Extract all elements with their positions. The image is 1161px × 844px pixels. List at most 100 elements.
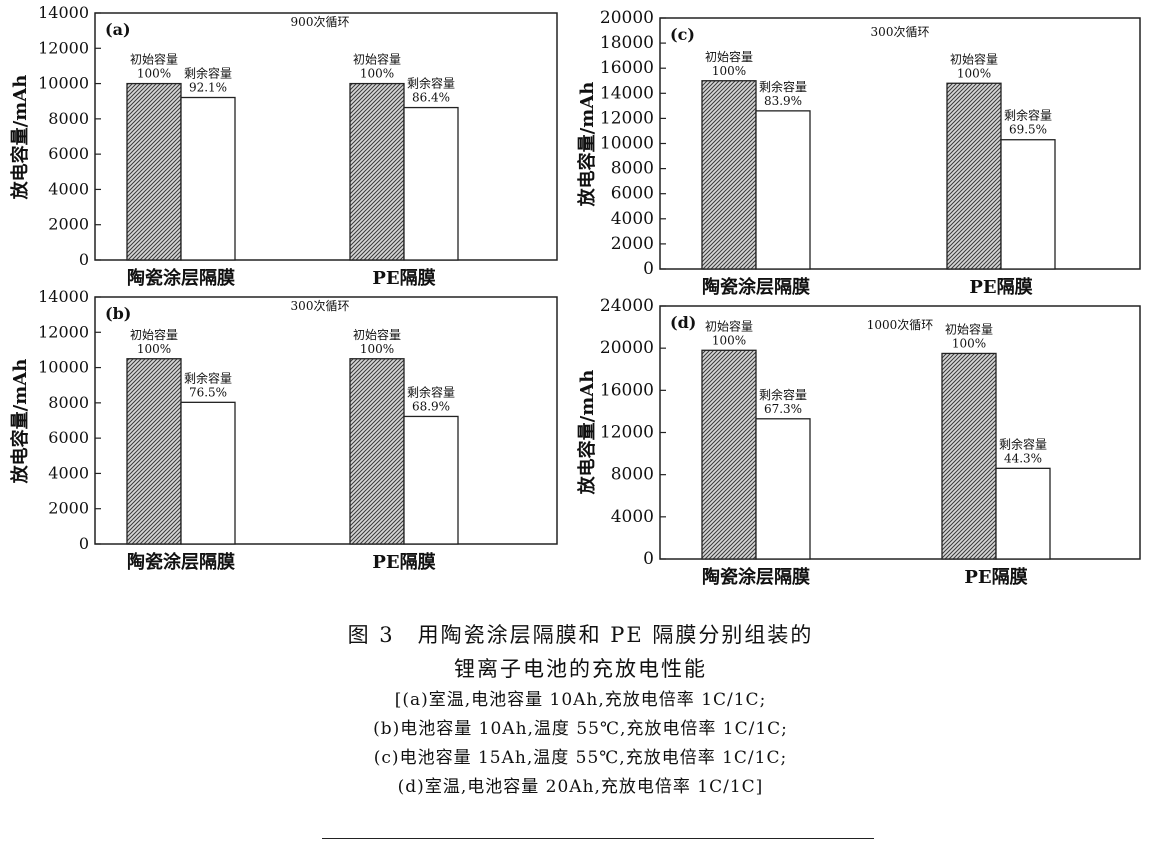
y-tick-label: 6000 — [611, 184, 654, 204]
y-tick-label: 8000 — [611, 159, 654, 179]
caption-title-line2: 锂离子电池的充放电性能 — [454, 657, 707, 681]
data-label-percent: 83.9% — [764, 94, 802, 108]
bar-initial-capacity — [349, 358, 405, 545]
caption-rule — [322, 838, 874, 839]
data-label-name: 剩余容量 — [759, 79, 807, 94]
y-tick-label: 4000 — [611, 209, 654, 229]
y-tick-label: 4000 — [48, 463, 89, 482]
bar-initial-capacity — [349, 82, 405, 261]
bar-initial-capacity — [126, 358, 182, 545]
y-tick-label: 20000 — [600, 8, 654, 28]
data-label-name: 剩余容量 — [759, 387, 807, 402]
data-label-percent: 100% — [137, 67, 171, 81]
data-label-percent: 100% — [952, 336, 986, 350]
y-axis-label: 放电容量/mAh — [9, 75, 31, 201]
x-category-label: 陶瓷涂层隔膜 — [702, 276, 810, 298]
panel-label: (c) — [670, 25, 695, 44]
data-label-percent: 92.1% — [189, 81, 227, 95]
data-label-name: 剩余容量 — [407, 384, 455, 399]
data-label-percent: 100% — [360, 67, 394, 81]
caption-title-line1: 图 3 用陶瓷涂层隔膜和 PE 隔膜分别组装的 — [347, 623, 814, 647]
y-tick-label: 0 — [643, 549, 654, 569]
data-label-name: 初始容量 — [353, 52, 401, 67]
data-label-percent: 76.5% — [189, 385, 227, 399]
caption-note-d: (d)室温,电池容量 20Ah,充放电倍率 1C/1C] — [397, 777, 764, 797]
y-tick-label: 4000 — [611, 507, 654, 527]
bar-remaining-capacity — [403, 415, 459, 545]
panel-label: (b) — [105, 304, 131, 323]
bar-initial-capacity — [701, 349, 757, 560]
y-tick-label: 8000 — [48, 109, 89, 128]
y-tick-label: 8000 — [48, 393, 89, 412]
x-category-label: PE隔膜 — [964, 566, 1027, 588]
figure-charts: 0 2000 4000 6000 8000 10000 12000 14000 放电容量/mAh… — [9, 3, 1141, 588]
y-tick-label: 8000 — [611, 465, 654, 485]
caption-note-a: [(a)室温,电池容量 10Ah,充放电倍率 1C/1C; — [394, 690, 767, 710]
cycle-annotation: 1000次循环 — [867, 318, 934, 332]
y-axis-label: 放电容量/mAh — [576, 370, 598, 496]
caption-note-c: (c)电池容量 15Ah,温度 55℃,充放电倍率 1C/1C; — [373, 748, 788, 768]
data-label-percent: 69.5% — [1009, 123, 1047, 137]
x-category-label: PE隔膜 — [372, 551, 435, 573]
y-tick-label: 12000 — [38, 38, 89, 57]
y-tick-label: 24000 — [600, 296, 654, 316]
data-label-name: 剩余容量 — [184, 370, 232, 385]
bar-remaining-capacity — [403, 106, 459, 261]
cycle-annotation: 300次循环 — [291, 299, 350, 313]
y-tick-label: 10000 — [38, 358, 89, 377]
chart-panel-a: 0 2000 4000 6000 8000 10000 12000 14000 放电容量/mAh… — [9, 3, 558, 289]
y-tick-label: 16000 — [600, 380, 654, 400]
cycle-annotation: 900次循环 — [291, 15, 350, 29]
chart-panel-b: 0 2000 4000 6000 8000 10000 12000 14000 放电容量/mAh… — [9, 287, 558, 573]
bar-initial-capacity — [946, 82, 1002, 270]
chart-panel-c: 0 2000 4000 6000 8000 10000 12000 14000 16000 180… — [576, 8, 1141, 298]
y-tick-label: 12000 — [38, 322, 89, 341]
bar-remaining-capacity — [180, 96, 236, 261]
data-label-name: 初始容量 — [950, 51, 998, 66]
data-label-name: 初始容量 — [353, 327, 401, 342]
y-tick-label: 4000 — [48, 179, 89, 198]
data-label-name: 剩余容量 — [999, 436, 1047, 451]
y-axis-label: 放电容量/mAh — [576, 82, 598, 208]
y-tick-label: 18000 — [600, 33, 654, 53]
x-category-label: PE隔膜 — [372, 267, 435, 289]
x-category-label: 陶瓷涂层隔膜 — [127, 551, 235, 573]
caption-note-b: (b)电池容量 10Ah,温度 55℃,充放电倍率 1C/1C; — [373, 719, 788, 739]
y-tick-label: 10000 — [38, 74, 89, 93]
y-tick-label: 12000 — [600, 108, 654, 128]
data-label-percent: 100% — [137, 342, 171, 356]
y-axis-label: 放电容量/mAh — [9, 359, 31, 485]
data-label-name: 初始容量 — [130, 52, 178, 67]
data-label-percent: 68.9% — [412, 399, 450, 413]
y-tick-label: 0 — [79, 250, 89, 269]
y-tick-label: 16000 — [600, 58, 654, 78]
y-tick-label: 10000 — [600, 134, 654, 154]
data-label-percent: 100% — [712, 333, 746, 347]
bar-remaining-capacity — [180, 401, 236, 545]
y-tick-label: 2000 — [48, 215, 89, 234]
plot-frame — [94, 12, 558, 261]
data-label-percent: 86.4% — [412, 91, 450, 105]
panel-label: (d) — [670, 313, 696, 332]
x-category-label: PE隔膜 — [969, 276, 1032, 298]
data-label-name: 初始容量 — [945, 321, 993, 336]
y-tick-label: 6000 — [48, 144, 89, 163]
bar-remaining-capacity — [755, 110, 811, 270]
y-tick-label: 6000 — [48, 428, 89, 447]
data-label-percent: 100% — [957, 66, 991, 80]
data-label-name: 初始容量 — [705, 318, 753, 333]
bar-remaining-capacity — [995, 467, 1051, 560]
y-tick-label: 2000 — [611, 234, 654, 254]
y-tick-label: 2000 — [48, 499, 89, 518]
x-category-label: 陶瓷涂层隔膜 — [702, 566, 810, 588]
y-tick-label: 14000 — [38, 3, 89, 22]
data-label-name: 剩余容量 — [184, 66, 232, 81]
bar-remaining-capacity — [1000, 139, 1056, 270]
cycle-annotation: 300次循环 — [871, 25, 930, 39]
bar-initial-capacity — [701, 80, 757, 270]
y-tick-label: 20000 — [600, 338, 654, 358]
y-tick-label: 14000 — [38, 287, 89, 306]
plot-frame — [94, 296, 558, 545]
data-label-name: 初始容量 — [130, 327, 178, 342]
figure-caption: 图 3 用陶瓷涂层隔膜和 PE 隔膜分别组装的 锂离子电池的充放电性能 [(a)… — [0, 618, 1161, 802]
